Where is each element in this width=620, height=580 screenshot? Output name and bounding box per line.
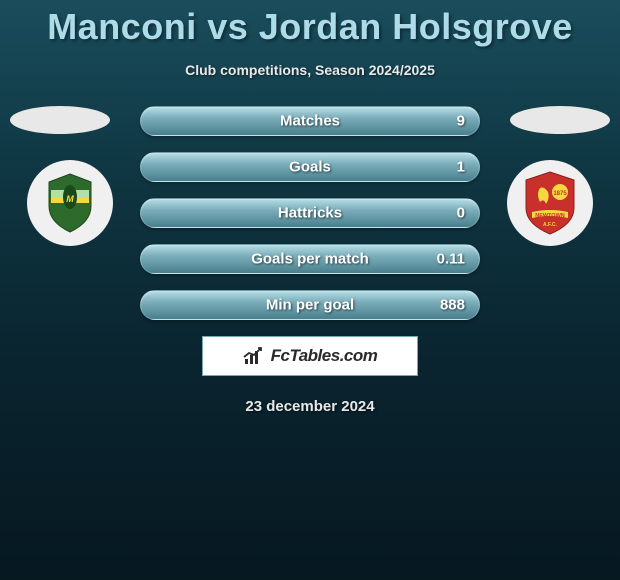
page-title: Manconi vs Jordan Holsgrove xyxy=(0,0,620,48)
stat-bar: Min per goal 888 xyxy=(140,290,480,320)
club-logo-left-icon: M xyxy=(45,172,95,234)
crest-shadow-right xyxy=(510,106,610,134)
club-crest-right: 1875 NEWTOWN A.F.C. xyxy=(507,160,593,246)
stat-bar: Matches 9 xyxy=(140,106,480,136)
stat-label: Goals xyxy=(289,159,331,176)
stat-value: 888 xyxy=(440,297,465,314)
stat-label: Goals per match xyxy=(251,251,369,268)
svg-text:M: M xyxy=(66,194,74,204)
stat-bar: Goals 1 xyxy=(140,152,480,182)
club-logo-right-icon: 1875 NEWTOWN A.F.C. xyxy=(522,170,578,236)
stat-value: 1 xyxy=(457,159,465,176)
stat-value: 0 xyxy=(457,205,465,222)
stat-label: Min per goal xyxy=(266,297,354,314)
stat-bars: Matches 9 Goals 1 Hattricks 0 Goals per … xyxy=(140,106,480,320)
club-crest-left: M xyxy=(27,160,113,246)
chart-icon xyxy=(243,347,265,365)
stat-bar: Goals per match 0.11 xyxy=(140,244,480,274)
stat-bar: Hattricks 0 xyxy=(140,198,480,228)
brand-label: FcTables.com xyxy=(271,346,378,366)
subtitle: Club competitions, Season 2024/2025 xyxy=(0,62,620,78)
comparison-content: M 1875 NEWTOWN A.F.C. Matches 9 Goals 1 … xyxy=(0,106,620,415)
date-label: 23 december 2024 xyxy=(0,398,620,415)
stat-label: Hattricks xyxy=(278,205,342,222)
crest-shadow-left xyxy=(10,106,110,134)
stat-value: 0.11 xyxy=(437,251,465,268)
svg-text:A.F.C.: A.F.C. xyxy=(543,222,558,228)
svg-text:1875: 1875 xyxy=(553,191,567,197)
brand-box: FcTables.com xyxy=(202,336,418,376)
stat-value: 9 xyxy=(457,113,465,130)
svg-text:NEWTOWN: NEWTOWN xyxy=(535,213,565,219)
stat-label: Matches xyxy=(280,113,340,130)
